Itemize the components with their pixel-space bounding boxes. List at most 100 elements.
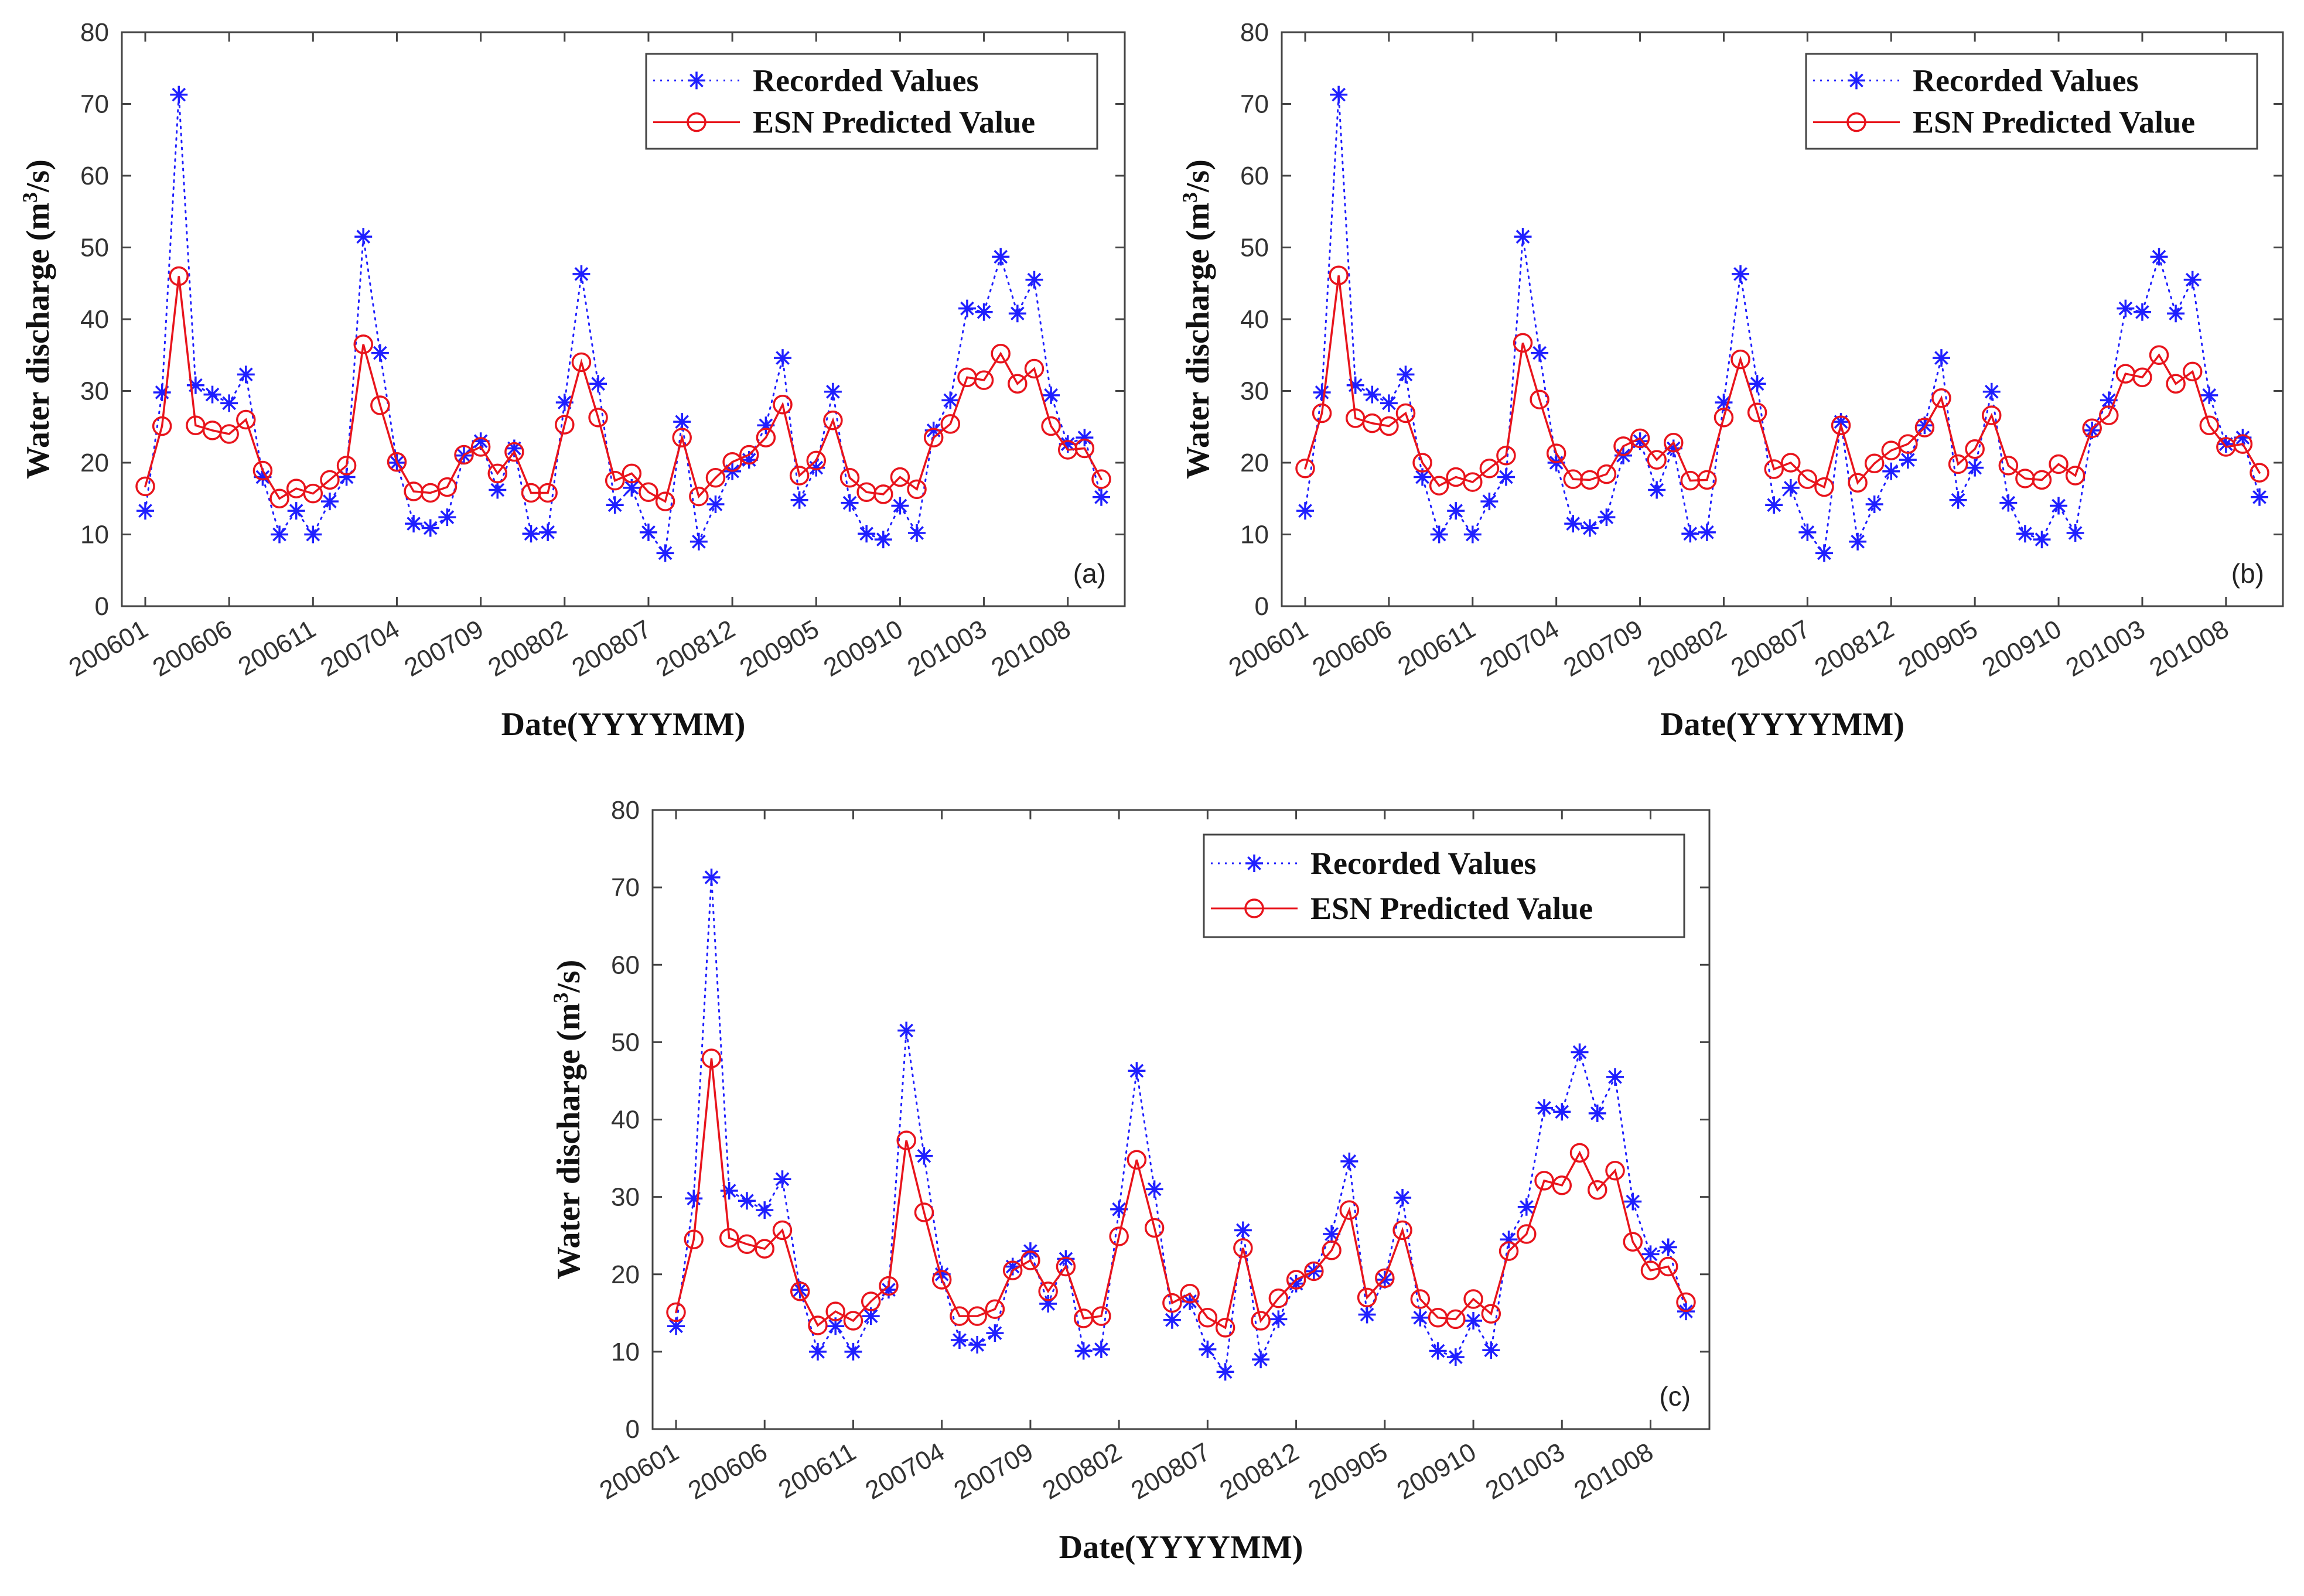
predicted-point [2250, 463, 2269, 483]
recorded-point [1598, 508, 1616, 527]
predicted-point [236, 409, 256, 430]
predicted-point [1038, 1281, 1058, 1301]
recorded-point [1076, 429, 1094, 447]
predicted-point [1127, 1150, 1147, 1170]
predicted-point [1663, 432, 1684, 453]
legend-box [645, 53, 1098, 150]
recorded-point [858, 525, 876, 543]
predicted-point [739, 445, 759, 465]
predicted-point [825, 1301, 845, 1321]
legend-star-marker [1245, 855, 1263, 872]
recorded-point [220, 394, 238, 412]
recorded-point [690, 532, 708, 551]
recorded-point [2251, 488, 2268, 506]
predicted-point [2182, 361, 2203, 382]
recorded-point [1648, 481, 1666, 499]
recorded-point [2150, 248, 2168, 266]
predicted-point [1948, 454, 1968, 474]
x-tick-label: 201008 [2145, 614, 2234, 682]
predicted-point [1304, 1261, 1324, 1281]
predicted-point [1463, 472, 1483, 492]
predicted-point [1605, 1160, 1625, 1181]
predicted-point [1357, 1287, 1377, 1308]
recorded-point [1313, 383, 1331, 401]
predicted-point [773, 395, 793, 415]
predicted-point [1848, 473, 1868, 493]
legend-box [1203, 833, 1685, 938]
recorded-point [254, 468, 272, 486]
recorded-point [986, 1324, 1004, 1342]
predicted-point [2049, 454, 2069, 474]
recorded-point [2100, 391, 2118, 409]
predicted-point [2166, 374, 2186, 394]
recorded-point [1346, 376, 1364, 394]
predicted-point [1569, 1143, 1590, 1163]
recorded-point [1949, 491, 1967, 509]
x-tick-label: 200611 [1393, 614, 1480, 681]
y-tick-label: 80 [611, 796, 640, 825]
recorded-point [1414, 468, 1432, 486]
recorded-point [924, 421, 943, 439]
predicted-point [1295, 459, 1315, 479]
recorded-point [421, 519, 439, 537]
y-axis-title: Water discharge (m3/s) [18, 159, 56, 479]
recorded-point [1380, 394, 1398, 412]
x-axis-title: Date(YYYYMM) [501, 706, 746, 743]
predicted-point [672, 428, 692, 447]
recorded-point [824, 382, 842, 401]
y-tick-label: 20 [1240, 449, 1269, 477]
predicted-point [890, 467, 910, 487]
recorded-point [623, 479, 641, 497]
recorded-point [1039, 1294, 1057, 1313]
x-tick-label: 200802 [483, 614, 572, 682]
predicted-point [1647, 450, 1667, 470]
predicted-point [1339, 1200, 1360, 1220]
predicted-point [789, 466, 810, 486]
recorded-point [756, 1201, 774, 1219]
predicted-point [504, 442, 524, 462]
predicted-point [1312, 403, 1332, 423]
recorded-point [1882, 462, 1900, 480]
x-tick-label: 201008 [1569, 1437, 1658, 1505]
predicted-point [1630, 428, 1650, 449]
y-tick-label: 40 [611, 1106, 640, 1134]
predicted-point [152, 416, 172, 436]
predicted-point [701, 1048, 722, 1068]
recorded-point [1933, 349, 1950, 367]
predicted-point [303, 483, 323, 504]
recorded-point [862, 1307, 880, 1325]
recorded-point [841, 494, 859, 512]
x-tick-label: 200704 [861, 1437, 950, 1505]
predicted-point [1002, 1260, 1023, 1280]
recorded-point [1465, 1312, 1483, 1330]
predicted-point [1764, 459, 1784, 479]
predicted-point [1546, 443, 1566, 463]
recorded-point [472, 432, 490, 450]
x-tick-label: 200802 [1643, 614, 1732, 682]
recorded-point [1531, 344, 1549, 362]
predicted-point [487, 463, 508, 484]
predicted-point [689, 486, 709, 507]
recorded-point [1765, 496, 1783, 514]
y-axis-title: Water discharge (m3/s) [549, 960, 587, 1280]
recorded-point [1681, 525, 1699, 543]
y-tick-label: 10 [80, 521, 109, 549]
recorded-point [844, 1342, 862, 1361]
predicted-point [2065, 466, 2085, 486]
predicted-point [1109, 1226, 1129, 1246]
predicted-point [907, 479, 927, 500]
predicted-point [737, 1234, 757, 1254]
predicted-point [1481, 1304, 1501, 1324]
recorded-point [320, 493, 339, 511]
predicted-point [1251, 1311, 1271, 1331]
y-tick-label: 70 [611, 873, 640, 902]
recorded-point [1128, 1062, 1146, 1080]
x-tick-label: 200807 [1127, 1437, 1216, 1505]
recorded-point [915, 1147, 933, 1165]
recorded-point [1999, 494, 2018, 512]
recorded-point [667, 1317, 685, 1335]
predicted-point [931, 1270, 952, 1290]
recorded-point [606, 496, 624, 514]
